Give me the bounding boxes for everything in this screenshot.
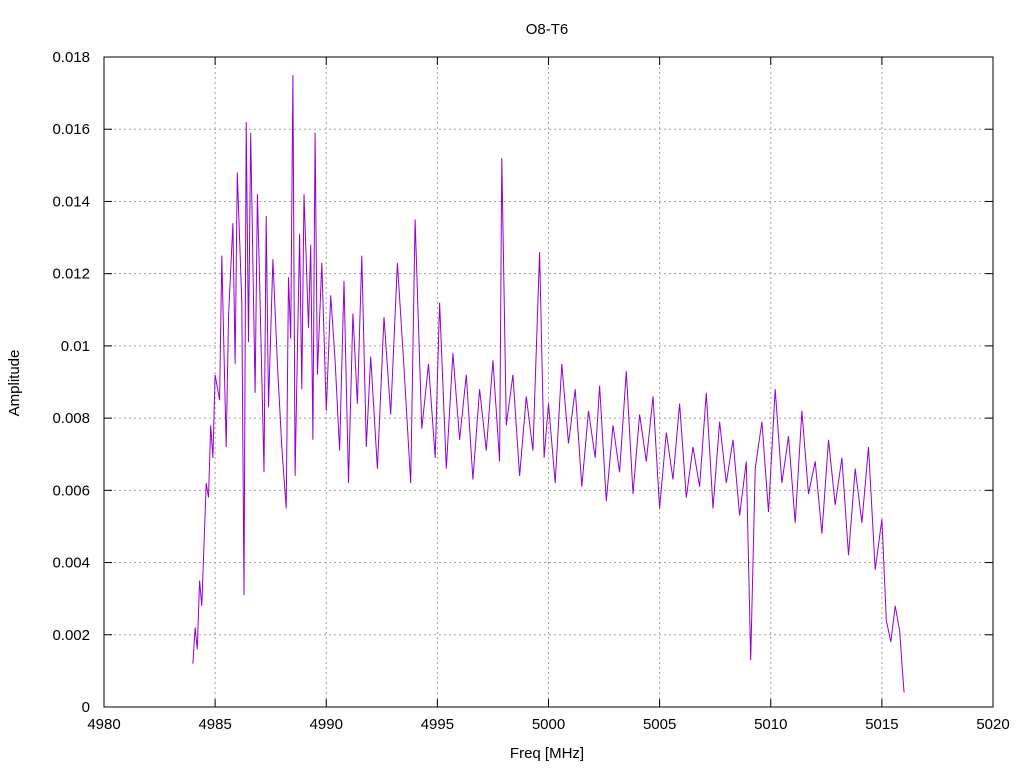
- y-tick-label: 0.006: [52, 482, 90, 499]
- x-tick-label: 4980: [87, 716, 120, 733]
- grid-lines: [104, 57, 993, 707]
- chart-title: O8-T6: [526, 21, 569, 38]
- y-tick-label: 0.018: [52, 49, 90, 66]
- x-tick-label: 5020: [976, 716, 1009, 733]
- y-tick-label: 0.012: [52, 266, 90, 283]
- series-line: [192, 75, 905, 693]
- x-axis-label: Freq [MHz]: [510, 745, 584, 762]
- y-tick-label: 0.002: [52, 627, 90, 644]
- x-tick-label: 4995: [421, 716, 454, 733]
- x-tick-label: 5015: [865, 716, 898, 733]
- x-tick-label: 5005: [643, 716, 676, 733]
- x-tick-label: 4985: [198, 716, 231, 733]
- x-axis: 4980 4985 4990 4995 5000 5005 5010 5015 5020: [87, 57, 1010, 733]
- y-axis-label: Amplitude: [6, 350, 23, 417]
- y-tick-label: 0: [82, 699, 90, 716]
- y-tick-label: 0.01: [61, 338, 90, 355]
- y-tick-label: 0.008: [52, 410, 90, 427]
- y-tick-label: 0.004: [52, 555, 90, 572]
- series-layer: [192, 75, 905, 693]
- y-tick-label: 0.016: [52, 121, 90, 138]
- y-axis: 0 0.002 0.004 0.006 0.008 0.01 0.012 0.014 0.016…: [52, 49, 993, 716]
- y-tick-label: 0.014: [52, 193, 90, 210]
- x-tick-label: 5000: [532, 716, 565, 733]
- x-tick-label: 5010: [754, 716, 787, 733]
- x-tick-label: 4990: [310, 716, 343, 733]
